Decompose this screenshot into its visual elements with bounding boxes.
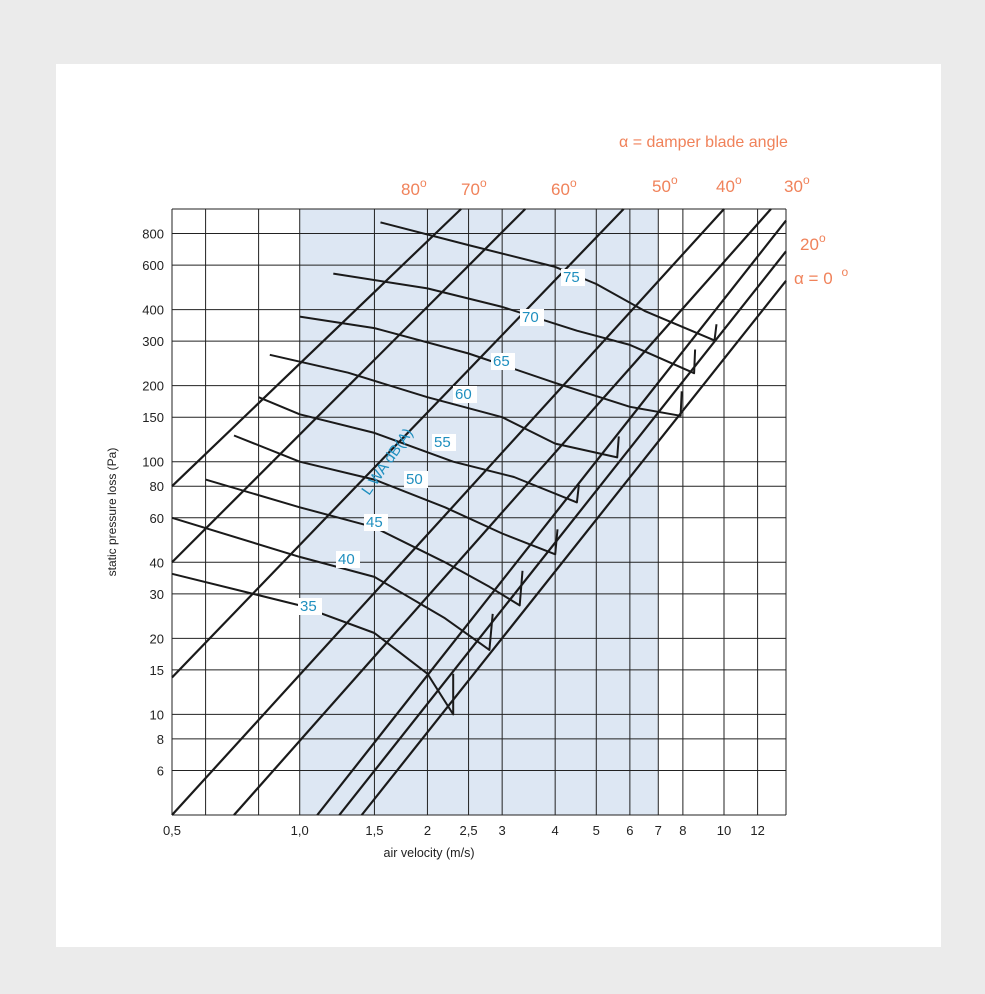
y-tick-label: 400 bbox=[142, 303, 164, 318]
x-tick-label: 1,0 bbox=[291, 823, 309, 838]
sound-level-curve-40 bbox=[171, 516, 494, 651]
sound-level-curve-70 bbox=[333, 272, 697, 375]
y-tick-label: 30 bbox=[150, 587, 164, 602]
y-tick-label: 40 bbox=[150, 555, 164, 570]
damper-angle-line bbox=[360, 280, 787, 816]
x-tick-label: 4 bbox=[552, 823, 559, 838]
level-label-50: 50 bbox=[406, 471, 423, 488]
x-tick-label: 2,5 bbox=[460, 823, 478, 838]
x-tick-label: 0,5 bbox=[163, 823, 181, 838]
angle-degree-mark: o bbox=[842, 265, 849, 279]
y-tick-label: 600 bbox=[142, 258, 164, 273]
sound-level-curve-60 bbox=[269, 353, 620, 459]
level-label-45: 45 bbox=[366, 514, 383, 531]
angle-degree-mark: o bbox=[480, 176, 487, 190]
y-tick-label: 10 bbox=[150, 707, 164, 722]
level-label-40: 40 bbox=[338, 551, 355, 568]
angle-label-4: 40 bbox=[716, 177, 735, 196]
damper-angle-line bbox=[171, 208, 725, 816]
level-label-bg bbox=[336, 551, 360, 568]
level-label-bg bbox=[453, 386, 477, 403]
angle-degree-mark: o bbox=[819, 231, 826, 245]
y-axis-title: static pressure loss (Pa) bbox=[105, 448, 119, 577]
level-label-bg bbox=[364, 514, 388, 531]
y-tick-label: 6 bbox=[157, 763, 164, 778]
level-label-bg bbox=[520, 309, 544, 326]
y-tick-label: 15 bbox=[150, 663, 164, 678]
angle-label-1: 70 bbox=[461, 180, 480, 199]
sound-level-curve-65 bbox=[299, 315, 683, 417]
damper-angle-line bbox=[171, 208, 526, 564]
y-tick-label: 20 bbox=[150, 631, 164, 646]
x-tick-label: 2 bbox=[424, 823, 431, 838]
angle-degree-mark: o bbox=[735, 173, 742, 187]
y-tick-label: 150 bbox=[142, 410, 164, 425]
chart-svg: 0,5 1,0 1,5 2 2,5 3 4 5 6 7 8 10 1268101520304060801… bbox=[105, 134, 849, 860]
sound-level-curve-35 bbox=[171, 572, 455, 716]
level-label-bg bbox=[432, 434, 456, 451]
angle-label-5: 30 bbox=[784, 177, 803, 196]
x-tick-label: 5 bbox=[593, 823, 600, 838]
level-label-60: 60 bbox=[455, 386, 472, 403]
x-axis-title: air velocity (m/s) bbox=[384, 846, 475, 860]
y-tick-label: 100 bbox=[142, 455, 164, 470]
level-label-bg bbox=[404, 471, 428, 488]
chart-card: 0,5 1,0 1,5 2 2,5 3 4 5 6 7 8 10 12 6 8 10 15 20 30 40 60 80 1… bbox=[56, 64, 941, 947]
damper-angle-line bbox=[316, 219, 787, 816]
angle-degree-mark: o bbox=[803, 173, 810, 187]
y-tick-label: 800 bbox=[142, 226, 164, 241]
x-tick-label: 10 bbox=[717, 823, 731, 838]
sound-level-curve-50 bbox=[233, 434, 559, 556]
angle-label-3: 50 bbox=[652, 177, 671, 196]
y-tick-label: 200 bbox=[142, 379, 164, 394]
x-tick-label: 12 bbox=[750, 823, 764, 838]
x-tick-label: 1,5 bbox=[365, 823, 383, 838]
sound-level-curve-45 bbox=[205, 478, 524, 607]
y-tick-label: 8 bbox=[157, 732, 164, 747]
angle-label-0: 80 bbox=[401, 180, 420, 199]
level-label-70: 70 bbox=[522, 309, 539, 326]
damper-angle-line bbox=[171, 208, 462, 488]
angle-legend: α = damper blade angle bbox=[619, 134, 788, 151]
damper-angle-line bbox=[233, 208, 772, 816]
y-tick-label: 80 bbox=[150, 479, 164, 494]
level-label-55: 55 bbox=[434, 434, 451, 451]
angle-degree-mark: o bbox=[420, 176, 427, 190]
x-tick-label: 3 bbox=[499, 823, 506, 838]
shaded-band bbox=[299, 209, 659, 815]
angle-label-6: 20 bbox=[800, 235, 819, 254]
angle-label-2: 60 bbox=[551, 180, 570, 199]
level-label-bg bbox=[561, 269, 585, 286]
x-tick-label: 6 bbox=[626, 823, 633, 838]
damper-angle-line bbox=[338, 250, 787, 816]
angle-degree-mark: o bbox=[671, 173, 678, 187]
x-tick-label: 8 bbox=[679, 823, 686, 838]
level-label-75: 75 bbox=[563, 269, 580, 286]
level-label-bg bbox=[298, 598, 322, 615]
y-tick-label: 60 bbox=[150, 511, 164, 526]
angle-label-7: α = 0 bbox=[794, 269, 833, 288]
level-label-35: 35 bbox=[300, 598, 317, 615]
level-label-bg bbox=[491, 353, 515, 370]
y-tick-label: 300 bbox=[142, 334, 164, 349]
damper-angle-line bbox=[171, 208, 625, 679]
x-tick-label: 7 bbox=[655, 823, 662, 838]
sound-level-curve-55 bbox=[258, 396, 580, 504]
angle-degree-mark: o bbox=[570, 176, 577, 190]
level-label-65: 65 bbox=[493, 353, 510, 370]
